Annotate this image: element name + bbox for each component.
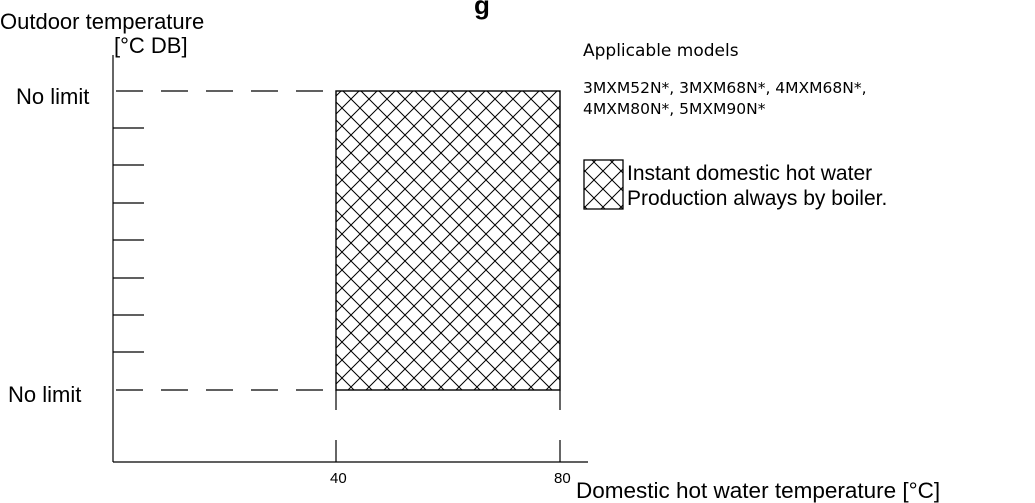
legend-entry-line1: Instant domestic hot water [627, 162, 872, 185]
applicable-models-line1: 3MXM52N*, 3MXM68N*, 4MXM68N*, [583, 79, 867, 97]
operating-region-hatched [335, 90, 561, 391]
legend-swatch-hatched [583, 159, 624, 210]
y-axis-label-line1: Outdoor temperature [0, 9, 204, 34]
x-tick-label-80: 80 [554, 470, 571, 487]
x-tick-label-40: 40 [330, 470, 347, 487]
y-axis-label-line2: [°C DB] [114, 33, 188, 58]
applicable-models-heading: Applicable models [583, 41, 739, 61]
y-axis-top-label: No limit [16, 84, 89, 109]
x-axis-label: Domestic hot water temperature [°C] [576, 478, 940, 503]
chart-title-fragment: g [474, 0, 490, 20]
applicable-models-line2: 4MXM80N*, 5MXM90N* [583, 100, 766, 118]
legend-entry-line2: Production always by boiler. [627, 187, 887, 210]
y-axis-bottom-label: No limit [8, 382, 81, 407]
y-axis-ticks [113, 127, 144, 353]
